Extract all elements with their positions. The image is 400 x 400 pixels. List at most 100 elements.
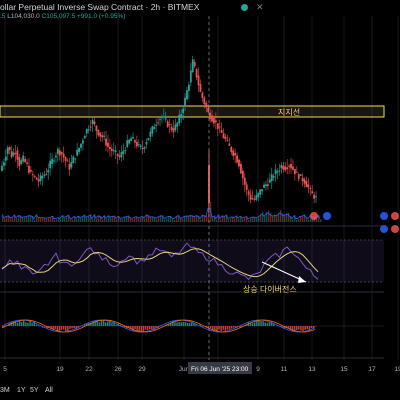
candle-body bbox=[286, 167, 289, 170]
volume-bar bbox=[26, 216, 28, 222]
volume-bar bbox=[276, 214, 278, 222]
candle-body bbox=[66, 160, 69, 162]
candle-body bbox=[18, 157, 21, 167]
candle-body bbox=[151, 126, 154, 134]
volume-bar bbox=[164, 219, 166, 222]
volume-bar bbox=[126, 216, 128, 222]
event-marker-icon bbox=[391, 225, 399, 233]
volume-bar bbox=[258, 217, 260, 222]
candle-body bbox=[228, 143, 231, 146]
macd-bar bbox=[254, 322, 256, 326]
timeframe-1y[interactable]: 1Y bbox=[17, 387, 26, 394]
volume-bar bbox=[220, 219, 222, 222]
candle-body bbox=[278, 170, 281, 172]
macd-bar bbox=[184, 321, 187, 326]
volume-bar bbox=[312, 217, 314, 222]
candle-body bbox=[82, 140, 84, 144]
volume-bar bbox=[282, 213, 284, 222]
candle-body bbox=[226, 140, 229, 142]
volume-bar bbox=[36, 214, 38, 222]
candle-body bbox=[220, 130, 223, 133]
volume-bar bbox=[196, 214, 198, 222]
candle-body bbox=[31, 174, 34, 176]
candle-body bbox=[218, 126, 221, 128]
macd-bar bbox=[25, 322, 27, 326]
candle-body bbox=[214, 120, 217, 123]
volume-bar bbox=[12, 218, 14, 222]
volume-bar bbox=[2, 214, 4, 222]
macd-bar bbox=[35, 324, 38, 326]
volume-bar bbox=[142, 216, 144, 222]
x-tick-label: 22 bbox=[85, 366, 93, 373]
timeframe-all[interactable]: All bbox=[45, 387, 53, 394]
macd-bar bbox=[54, 326, 56, 329]
macd-bar bbox=[233, 326, 235, 328]
volume-bar bbox=[222, 215, 224, 222]
candle-body bbox=[85, 129, 88, 134]
candle-body bbox=[107, 142, 109, 148]
candle-body bbox=[303, 179, 306, 184]
volume-bar bbox=[108, 215, 110, 222]
candle-body bbox=[101, 135, 104, 138]
volume-bar bbox=[40, 217, 42, 222]
candle-body bbox=[164, 118, 167, 120]
macd-bar bbox=[113, 321, 115, 326]
macd-bar bbox=[312, 326, 315, 329]
macd-bar bbox=[176, 322, 178, 326]
macd-bar bbox=[266, 322, 269, 326]
candle-body bbox=[6, 147, 9, 154]
volume-bar bbox=[252, 217, 254, 222]
volume-bar bbox=[128, 215, 130, 222]
volume-bar bbox=[74, 216, 76, 222]
macd-bar bbox=[199, 324, 201, 326]
volume-bar bbox=[34, 219, 36, 222]
volume-bar bbox=[168, 216, 170, 222]
macd-bar bbox=[314, 326, 317, 327]
x-tick-label: 15 bbox=[340, 366, 348, 373]
volume-bar bbox=[22, 217, 24, 222]
macd-bar bbox=[182, 322, 185, 326]
volume-bar bbox=[318, 214, 320, 222]
x-tick-label: 29 bbox=[138, 366, 146, 373]
candle-body bbox=[62, 153, 65, 158]
candle-body bbox=[162, 116, 165, 118]
candle-body bbox=[270, 174, 273, 181]
macd-bar bbox=[132, 326, 134, 332]
macd-bar bbox=[310, 326, 313, 329]
candle-body bbox=[240, 164, 242, 174]
close-icon[interactable]: ✕ bbox=[256, 2, 264, 12]
volume-bar bbox=[32, 215, 34, 222]
macd-bar bbox=[86, 323, 88, 326]
volume-bar bbox=[158, 216, 160, 222]
volume-bar bbox=[6, 215, 8, 222]
timeframe-3m[interactable]: 3M bbox=[0, 387, 10, 394]
candle-body bbox=[292, 166, 294, 170]
candle-body bbox=[64, 157, 67, 161]
candle-body bbox=[116, 153, 119, 156]
volume-bar bbox=[308, 219, 310, 222]
candle-body bbox=[276, 171, 279, 173]
macd-bar bbox=[123, 326, 126, 328]
volume-bar bbox=[180, 218, 182, 222]
volume-bar bbox=[188, 215, 190, 222]
candle-body bbox=[299, 174, 302, 176]
volume-bar bbox=[320, 219, 322, 222]
macd-bar bbox=[62, 326, 65, 330]
candle-body bbox=[93, 121, 96, 125]
macd-bar bbox=[170, 322, 172, 326]
volume-bar bbox=[242, 218, 244, 222]
volume-bar bbox=[250, 218, 252, 222]
volume-bar bbox=[48, 218, 50, 222]
candle-body bbox=[293, 169, 296, 175]
candle-body bbox=[33, 175, 36, 177]
volume-bar bbox=[304, 214, 306, 222]
volume-bar bbox=[116, 219, 118, 222]
volume-bar bbox=[316, 218, 318, 222]
macd-bar bbox=[48, 326, 50, 328]
candle-body bbox=[259, 189, 262, 195]
candle-body bbox=[47, 169, 50, 173]
candle-body bbox=[41, 175, 44, 179]
timeframe-5y[interactable]: 5Y bbox=[30, 387, 39, 394]
candle-body bbox=[178, 114, 181, 124]
